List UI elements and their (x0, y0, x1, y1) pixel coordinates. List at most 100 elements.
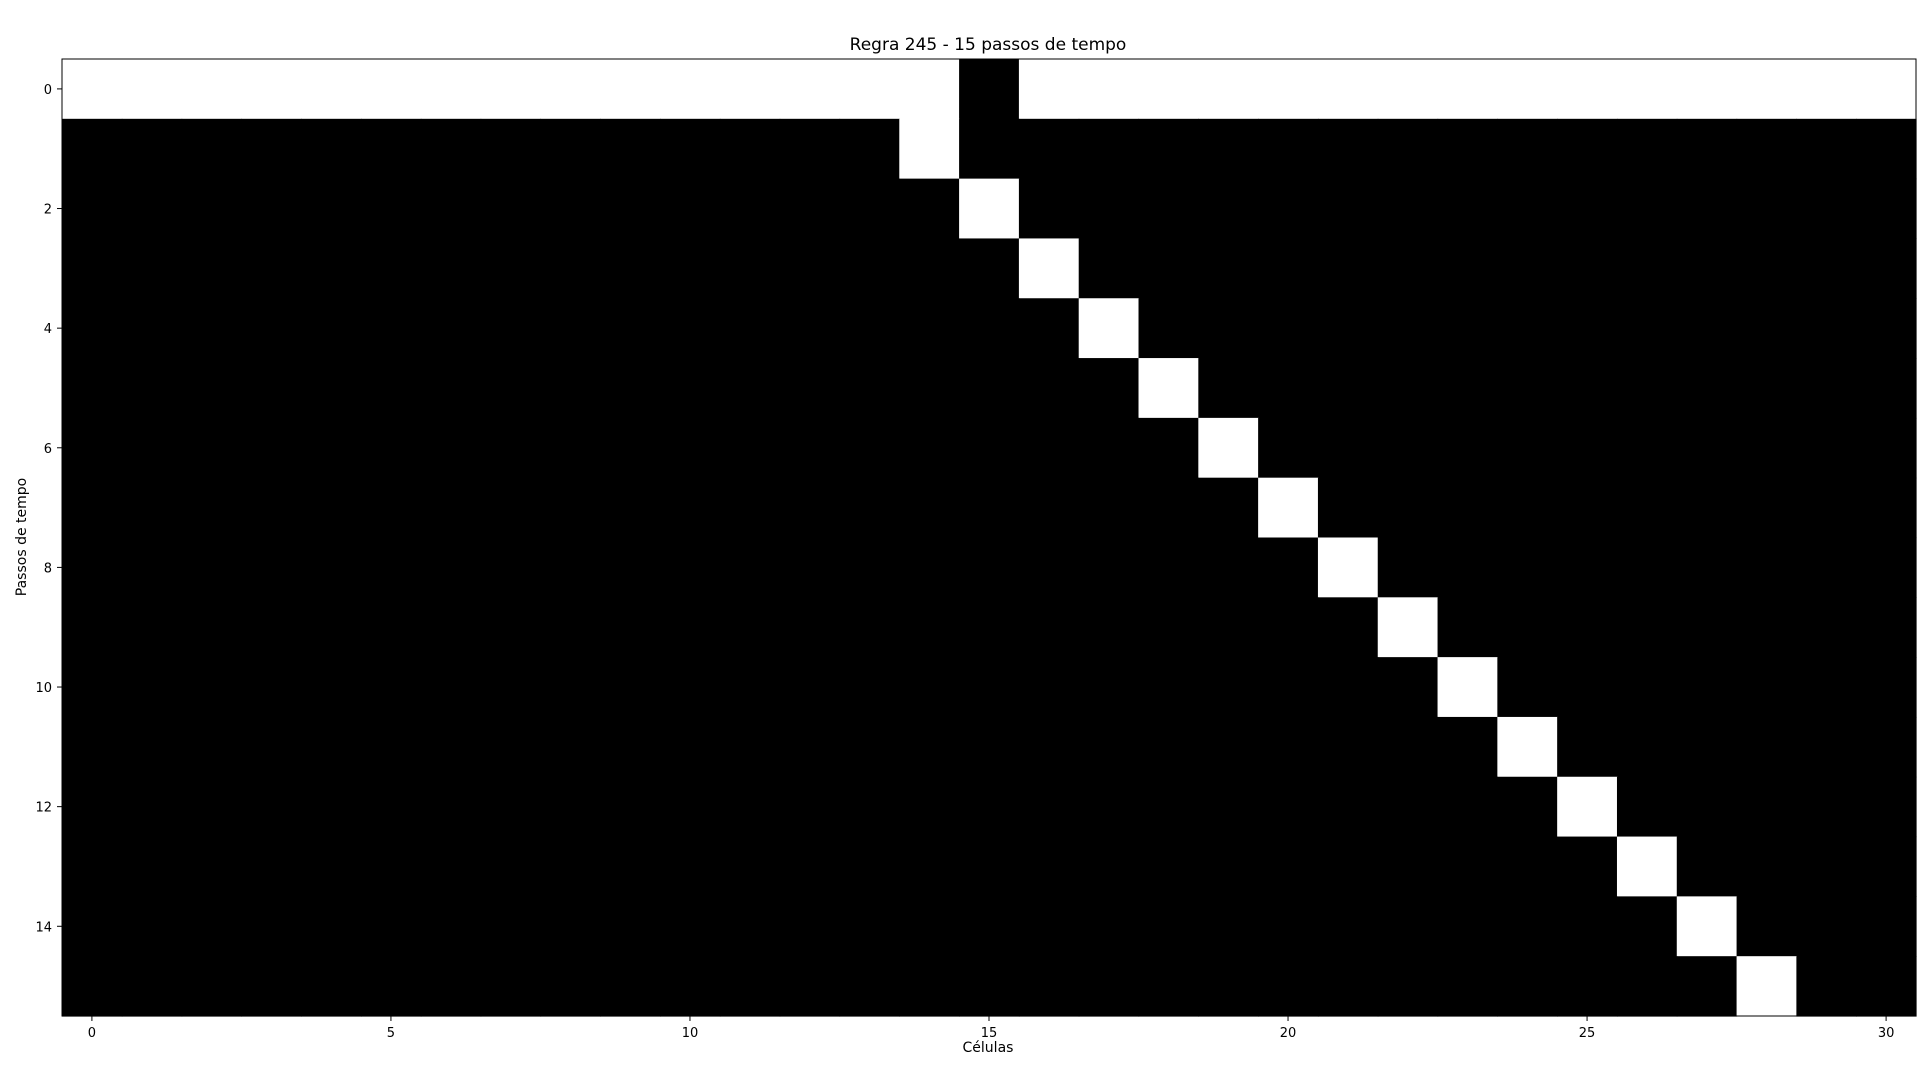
cell-r0-c12 (779, 59, 841, 120)
cell-r0-c22 (1377, 59, 1439, 120)
cell-r11-c26 (1616, 716, 1678, 778)
cell-r10-c5 (361, 657, 422, 718)
cell-r13-c3 (241, 836, 302, 897)
cell-r5-c22 (1377, 358, 1439, 419)
cell-r14-c8 (540, 896, 601, 957)
cell-r8-c22 (1377, 537, 1439, 598)
cell-r8-c23 (1437, 537, 1498, 598)
cell-r15-c22 (1377, 956, 1439, 1017)
cell-r11-c1 (121, 716, 183, 778)
cell-r3-c23 (1437, 238, 1498, 299)
cell-r13-c13 (839, 836, 900, 897)
cell-r15-c17 (1078, 956, 1140, 1017)
cell-r6-c28 (1736, 417, 1797, 479)
cell-r1-c15 (959, 118, 1020, 180)
cell-r0-c0 (62, 59, 123, 120)
cell-r2-c24 (1497, 178, 1558, 240)
cell-r6-c11 (719, 417, 781, 479)
cell-r13-c15 (959, 836, 1020, 897)
cell-r6-c20 (1258, 417, 1319, 479)
cell-r13-c25 (1557, 836, 1618, 897)
cell-r9-c15 (959, 597, 1020, 658)
cell-r1-c0 (62, 118, 123, 180)
cell-r1-c16 (1018, 118, 1080, 180)
cell-r3-c25 (1557, 238, 1618, 299)
y-axis-ticks: 0 2 4 6 8 10 12 14 (35, 83, 62, 935)
cell-r15-c20 (1258, 956, 1319, 1017)
cell-r1-c26 (1616, 118, 1678, 180)
cell-r3-c28 (1736, 238, 1797, 299)
cell-r14-c22 (1377, 896, 1439, 957)
cell-r10-c7 (480, 657, 542, 718)
cell-r4-c7 (480, 298, 542, 359)
cell-r14-c16 (1018, 896, 1080, 957)
cell-r0-c27 (1676, 59, 1738, 120)
cell-r8-c10 (660, 537, 721, 598)
cell-r14-c26 (1616, 896, 1678, 957)
cell-r1-c29 (1796, 118, 1857, 180)
cell-r12-c16 (1018, 776, 1080, 838)
cell-r10-c0 (62, 657, 123, 718)
cell-r8-c12 (779, 537, 841, 598)
cell-r10-c30 (1856, 657, 1917, 718)
cell-r6-c5 (361, 417, 422, 479)
cell-r1-c25 (1557, 118, 1618, 180)
cell-r4-c3 (241, 298, 302, 359)
cell-r4-c1 (121, 298, 183, 359)
cell-r10-c14 (899, 657, 960, 718)
cell-r1-c5 (361, 118, 422, 180)
cell-r11-c25 (1557, 716, 1618, 778)
cell-r14-c7 (480, 896, 542, 957)
cell-r3-c0 (62, 238, 123, 299)
cell-r15-c23 (1437, 956, 1498, 1017)
cell-r10-c27 (1676, 657, 1738, 718)
cell-r12-c10 (660, 776, 721, 838)
cell-r10-c17 (1078, 657, 1140, 718)
cell-r11-c7 (480, 716, 542, 778)
x-tick-label: 20 (1280, 1026, 1297, 1041)
cell-r2-c14 (899, 178, 960, 240)
cell-r7-c9 (600, 477, 661, 539)
cell-r6-c12 (779, 417, 841, 479)
cell-r11-c23 (1437, 716, 1498, 778)
cell-r14-c2 (181, 896, 243, 957)
cell-r12-c6 (420, 776, 482, 838)
cell-r8-c17 (1078, 537, 1140, 598)
cell-r15-c25 (1557, 956, 1618, 1017)
cell-r7-c25 (1557, 477, 1618, 539)
cell-r13-c20 (1258, 836, 1319, 897)
cell-r14-c1 (121, 896, 183, 957)
cell-r5-c0 (62, 358, 123, 419)
cell-r12-c27 (1676, 776, 1738, 838)
cell-r8-c19 (1198, 537, 1259, 598)
cell-r14-c9 (600, 896, 661, 957)
cell-r0-c26 (1616, 59, 1678, 120)
cell-r4-c10 (660, 298, 721, 359)
cell-r1-c8 (540, 118, 601, 180)
cell-r3-c20 (1258, 238, 1319, 299)
cell-r11-c10 (660, 716, 721, 778)
cell-r14-c12 (779, 896, 841, 957)
cell-r10-c22 (1377, 657, 1439, 718)
cell-r10-c3 (241, 657, 302, 718)
cell-r3-c4 (301, 238, 362, 299)
cell-r10-c9 (600, 657, 661, 718)
cell-r11-c29 (1796, 716, 1857, 778)
cell-r1-c17 (1078, 118, 1140, 180)
cell-r2-c9 (600, 178, 661, 240)
cell-r15-c30 (1856, 956, 1917, 1017)
cell-r14-c17 (1078, 896, 1140, 957)
cell-r10-c25 (1557, 657, 1618, 718)
cell-r13-c21 (1317, 836, 1379, 897)
cell-r0-c4 (301, 59, 362, 120)
cell-r6-c26 (1616, 417, 1678, 479)
cell-r6-c21 (1317, 417, 1379, 479)
cell-r2-c21 (1317, 178, 1379, 240)
cell-r14-c30 (1856, 896, 1917, 957)
cell-r10-c29 (1796, 657, 1857, 718)
cell-r1-c12 (779, 118, 841, 180)
cell-r12-c7 (480, 776, 542, 838)
cell-r3-c3 (241, 238, 302, 299)
cell-r10-c8 (540, 657, 601, 718)
